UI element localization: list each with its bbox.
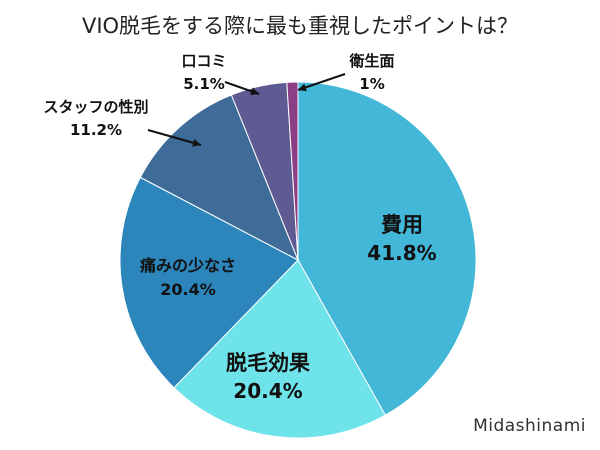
slice-label-2: 脱毛効果 — [226, 351, 310, 375]
chart-title: VIO脱毛をする際に最も重視したポイントは？ — [81, 14, 519, 38]
slice-value-1: 41.8% — [367, 241, 436, 265]
slice-value-3: 20.4% — [160, 280, 216, 299]
slice-value-4: 11.2% — [70, 121, 122, 139]
slice-label-1: 費用 — [381, 213, 423, 237]
leader-arrow-4 — [192, 138, 201, 147]
pie-slice-2 — [173, 259, 386, 439]
slice-value-2: 20.4% — [233, 379, 302, 403]
slice-label-5: 口コミ — [181, 52, 226, 70]
slice-value-5: 5.1% — [183, 75, 225, 93]
leader-arrow-5 — [250, 87, 259, 96]
pie-slice-1 — [297, 81, 477, 416]
pie-slice-6 — [286, 81, 299, 261]
slice-label-3: 痛みの少なさ — [139, 256, 236, 275]
watermark: Midashinami — [473, 416, 586, 436]
pie-slice-3 — [119, 176, 299, 389]
pie-slice-4 — [139, 94, 299, 262]
leader-line-4 — [147, 129, 202, 146]
leader-arrow-6 — [298, 83, 307, 92]
slice-value-6: 1% — [359, 75, 384, 93]
slice-label-6: 衛生面 — [348, 52, 394, 70]
slice-label-4: スタッフの性別 — [43, 98, 148, 116]
leader-line-6 — [297, 73, 346, 91]
